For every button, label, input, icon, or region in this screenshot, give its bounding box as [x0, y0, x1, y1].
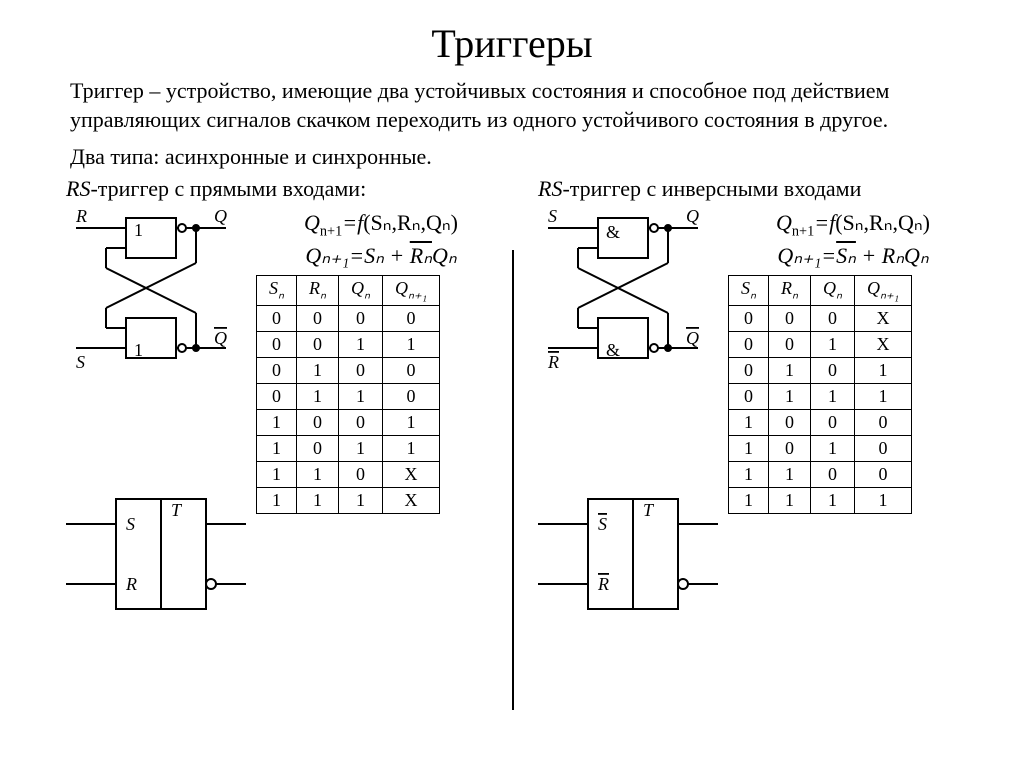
- svg-text:1: 1: [134, 340, 143, 360]
- svg-text:T: T: [643, 500, 655, 520]
- svg-text:Q: Q: [686, 208, 699, 226]
- table-row: 0110: [257, 384, 440, 410]
- table-row: 0101: [729, 358, 912, 384]
- table-header: Qₙ: [810, 275, 854, 306]
- right-column: RS-триггер с инверсными входами: [512, 176, 984, 624]
- left-eq2: Qₙ₊₁=Sₙ + RₙQₙ: [256, 243, 506, 269]
- svg-text:R: R: [547, 352, 559, 372]
- right-block-symbol: S R T: [528, 484, 728, 624]
- right-head: -триггер с инверсными входами: [562, 176, 861, 201]
- table-row: 1001: [257, 410, 440, 436]
- right-gate-diagram: S R Q Q & &: [518, 208, 718, 378]
- table-row: 111X: [257, 488, 440, 514]
- table-row: 1111: [729, 488, 912, 514]
- left-head-prefix: RS: [66, 176, 90, 201]
- table-row: 110X: [257, 462, 440, 488]
- left-column: RS-триггер с прямыми входами:: [40, 176, 512, 624]
- svg-text:T: T: [171, 500, 183, 520]
- svg-text:R: R: [125, 574, 137, 594]
- left-truth-table: SₙRₙQₙQₙ₊₁000000110100011010011011110X11…: [256, 275, 440, 515]
- table-row: 1011: [257, 436, 440, 462]
- table-row: 0011: [257, 332, 440, 358]
- svg-text:R: R: [75, 208, 87, 226]
- table-row: 001X: [729, 332, 912, 358]
- left-eq1: Qn+1=f(Sₙ,Rₙ,Qₙ): [256, 210, 506, 240]
- table-row: 0111: [729, 384, 912, 410]
- table-header: Rₙ: [296, 275, 338, 306]
- types-text: Два типа: асинхронные и синхронные.: [70, 144, 954, 170]
- left-block-symbol: S R T: [56, 484, 256, 624]
- svg-text:R: R: [597, 574, 609, 594]
- table-header: Sₙ: [257, 275, 297, 306]
- right-truth-table: SₙRₙQₙQₙ₊₁000X001X0101011110001010110011…: [728, 275, 912, 515]
- definition-text: Триггер – устройство, имеющие два устойч…: [70, 77, 954, 134]
- right-eq2: Qₙ₊₁=Sₙ + RₙQₙ: [728, 243, 978, 269]
- svg-text:S: S: [76, 352, 85, 372]
- table-row: 0100: [257, 358, 440, 384]
- right-eq1: Qn+1=f(Sₙ,Rₙ,Qₙ): [728, 210, 978, 240]
- table-header: Sₙ: [729, 275, 769, 306]
- svg-text:S: S: [126, 514, 135, 534]
- svg-text:Q: Q: [214, 208, 227, 226]
- table-row: 1100: [729, 462, 912, 488]
- svg-text:1: 1: [134, 220, 143, 240]
- svg-text:Q: Q: [686, 328, 699, 348]
- svg-text:S: S: [598, 514, 607, 534]
- svg-text:&: &: [606, 222, 620, 242]
- table-row: 1000: [729, 410, 912, 436]
- table-header: Qₙ: [338, 275, 382, 306]
- left-gate-diagram: R S Q Q 1 1: [46, 208, 246, 378]
- table-row: 0000: [257, 306, 440, 332]
- table-header: Qₙ₊₁: [854, 275, 911, 306]
- table-header: Qₙ₊₁: [382, 275, 439, 306]
- svg-text:&: &: [606, 340, 620, 360]
- page-title: Триггеры: [40, 20, 984, 67]
- table-header: Rₙ: [768, 275, 810, 306]
- table-row: 000X: [729, 306, 912, 332]
- left-head: -триггер с прямыми входами:: [90, 176, 366, 201]
- table-row: 1010: [729, 436, 912, 462]
- right-head-prefix: RS: [538, 176, 562, 201]
- svg-text:Q: Q: [214, 328, 227, 348]
- svg-text:S: S: [548, 208, 557, 226]
